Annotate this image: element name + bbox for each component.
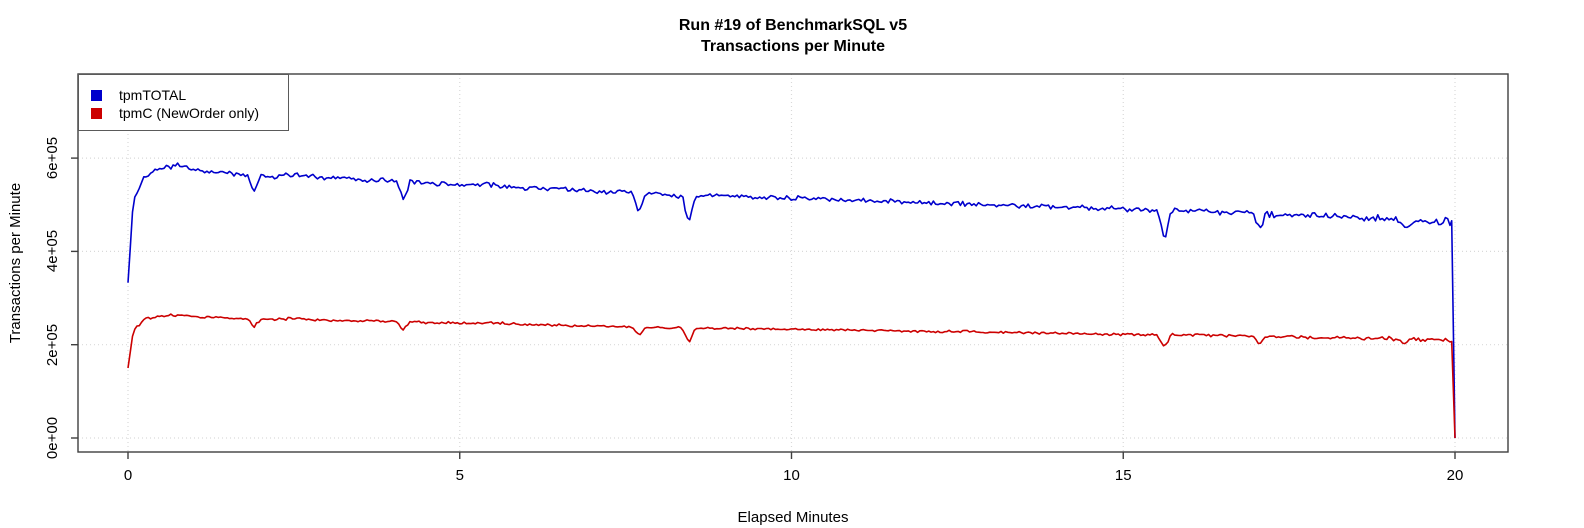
series-line-tpmc <box>127 313 1456 439</box>
y-tick-label-2e+05: 2e+05 <box>44 323 61 366</box>
plot-border <box>77 73 1509 453</box>
chart-title-line1: Run #19 of BenchmarkSQL v5 <box>678 17 908 34</box>
x-tick-label-20: 20 <box>1446 467 1464 484</box>
legend-label-tpmc: tpmC (NewOrder only) <box>119 105 260 121</box>
y-tick-label-6e+05: 6e+05 <box>44 137 61 180</box>
x-tick-label-5: 5 <box>455 467 464 484</box>
x-tick-label-15: 15 <box>1114 467 1132 484</box>
legend-swatch-tpmtotal-icon <box>91 89 102 101</box>
x-axis-title: Elapsed Minutes <box>737 509 849 526</box>
legend-item-tpmc: tpmC (NewOrder only) <box>91 104 288 122</box>
y-tick-label-4e+05: 4e+05 <box>44 230 61 273</box>
x-tick-label-0: 0 <box>123 467 133 484</box>
legend-swatch-tpmc-icon <box>91 107 102 119</box>
chart-title-line2: Transactions per Minute <box>700 38 886 55</box>
series-line-tpmtotal <box>127 162 1456 439</box>
legend-item-tpmtotal: tpmTOTAL <box>91 86 288 104</box>
chart-title: Run #19 of BenchmarkSQL v5 Transactions … <box>78 15 1508 57</box>
legend-label-tpmtotal: tpmTOTAL <box>119 87 187 103</box>
legend: tpmTOTAL tpmC (NewOrder only) <box>78 74 289 131</box>
y-tick-label-0e+00: 0e+00 <box>44 416 61 460</box>
x-tick-label-10: 10 <box>783 467 800 484</box>
